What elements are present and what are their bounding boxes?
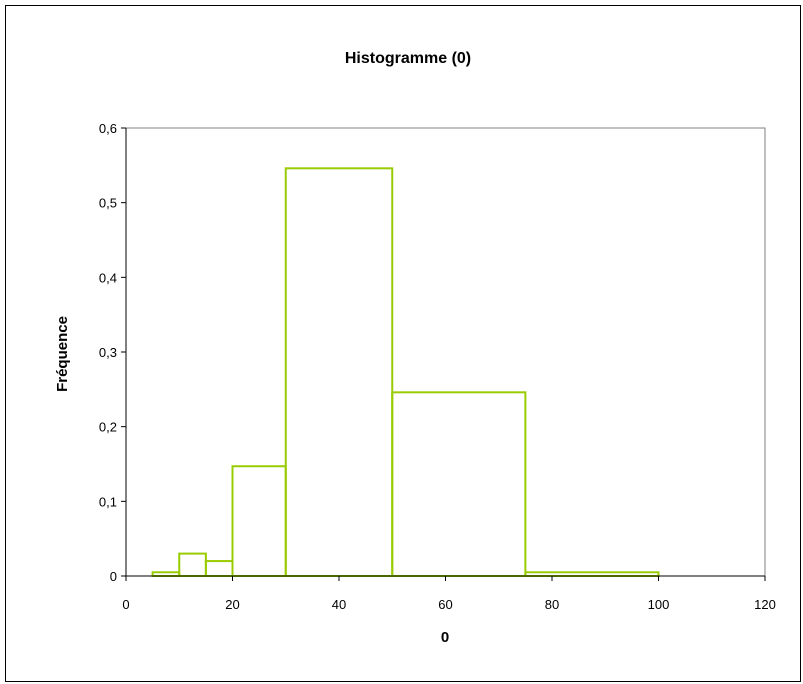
histogram-bar-5	[391, 391, 527, 577]
y-tick-label: 0	[110, 569, 117, 584]
plot-area: 0 0,1 0,2 0,3 0,4 0,5 0,6 0 20 40 60 80 100 120	[99, 121, 776, 612]
x-tick-label: 0	[122, 597, 129, 612]
x-tick-label: 80	[545, 597, 559, 612]
y-tick-label: 0,5	[99, 196, 117, 211]
x-axis-label: 0	[441, 629, 449, 646]
histogram-bar-4	[284, 167, 394, 577]
x-tick-label: 100	[648, 597, 670, 612]
histogram-bar-1	[178, 552, 207, 577]
y-tick-label: 0,3	[99, 345, 117, 360]
chart-frame	[5, 5, 801, 682]
chart-title: Histogramme (0)	[345, 50, 471, 67]
x-tick-label: 40	[332, 597, 346, 612]
plot-border	[125, 127, 766, 577]
y-tick-label: 0,6	[99, 121, 117, 136]
y-tick-label: 0,2	[99, 420, 117, 435]
histogram-bar-3	[231, 465, 287, 577]
y-tick-label: 0,1	[99, 494, 117, 509]
x-tick-label: 120	[754, 597, 776, 612]
histogram-bar-2	[204, 560, 234, 577]
x-tick-label: 60	[438, 597, 452, 612]
histogram-bar-6	[524, 571, 660, 577]
y-axis-label: Fréquence	[54, 316, 71, 392]
histogram-bar-0	[151, 571, 181, 577]
x-tick-label: 20	[225, 597, 239, 612]
y-tick-label: 0,4	[99, 270, 117, 285]
